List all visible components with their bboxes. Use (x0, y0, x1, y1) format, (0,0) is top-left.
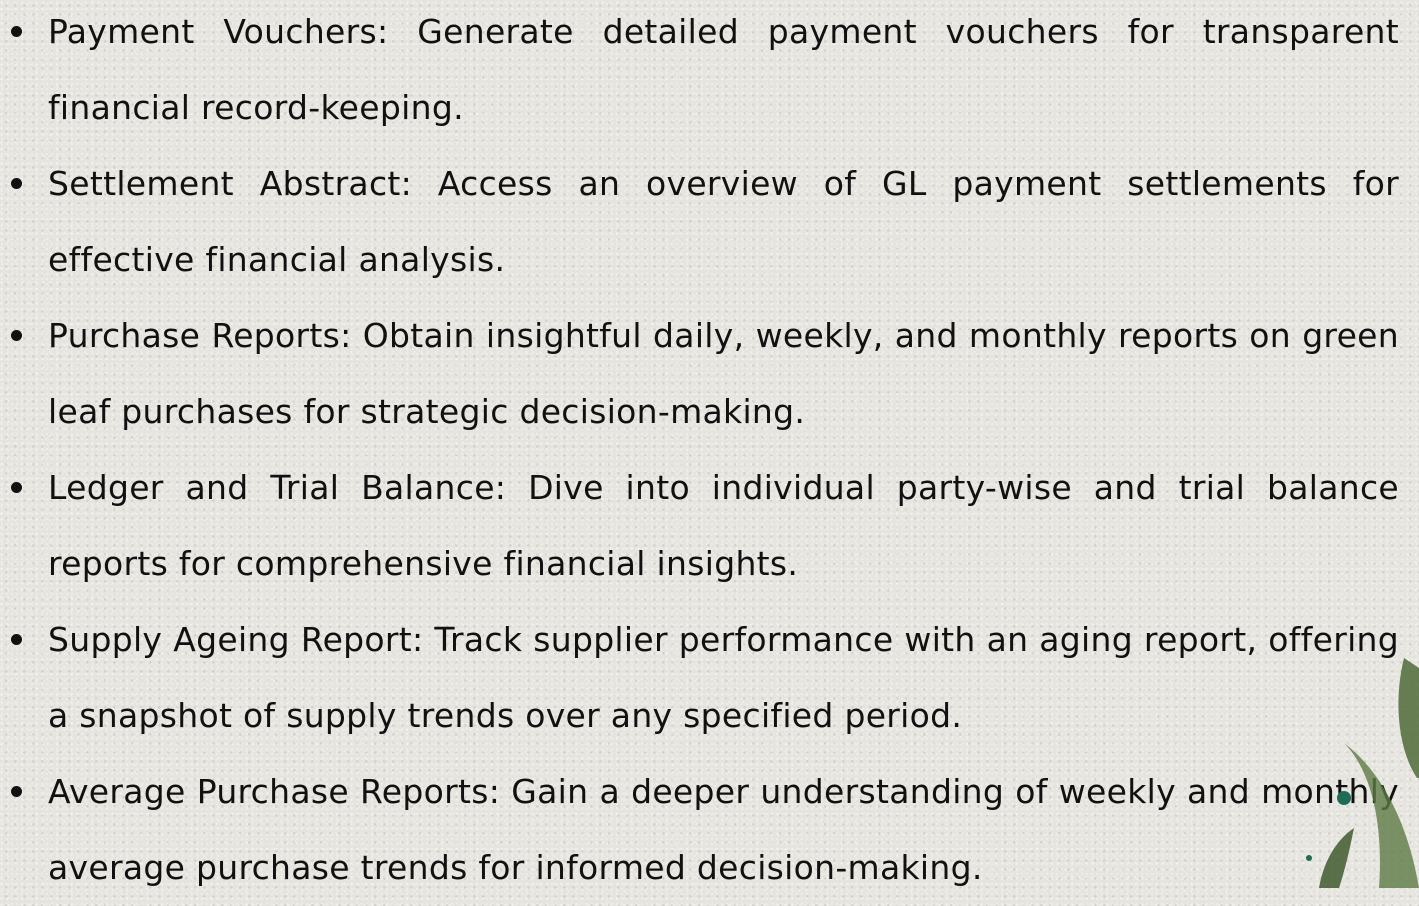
leaf-decoration (1306, 658, 1419, 888)
list-item: Settlement Abstract: Access an overview … (11, 146, 1399, 298)
list-item: Ledger and Trial Balance: Dive into indi… (11, 450, 1400, 602)
feature-list: Payment Vouchers: Generate detailed paym… (11, 0, 1400, 906)
item-description: Obtain insightful daily, weekly, and mon… (48, 316, 1399, 431)
item-term: Supply Ageing Report: (48, 620, 424, 659)
list-item: Purchase Reports: Obtain insightful dail… (11, 298, 1399, 450)
list-item: Supply Ageing Report: Track supplier per… (11, 602, 1399, 754)
item-description: Track supplier performance with an aging… (48, 620, 1399, 735)
item-term: Purchase Reports: (48, 316, 352, 355)
item-term: Settlement Abstract: (48, 164, 413, 203)
item-description: Dive into individual party-wise and tria… (48, 468, 1400, 583)
item-description: Generate detailed payment vouchers for t… (48, 12, 1400, 127)
item-term: Ledger and Trial Balance: (48, 468, 507, 507)
item-description: Access an overview of GL payment settlem… (48, 164, 1399, 279)
item-term: Payment Vouchers: (48, 12, 389, 51)
item-term: Average Purchase Reports: (48, 772, 501, 811)
item-description: Gain a deeper understanding of weekly an… (48, 772, 1400, 887)
list-item: Average Purchase Reports: Gain a deeper … (11, 754, 1400, 906)
list-item: Payment Vouchers: Generate detailed paym… (11, 0, 1400, 146)
